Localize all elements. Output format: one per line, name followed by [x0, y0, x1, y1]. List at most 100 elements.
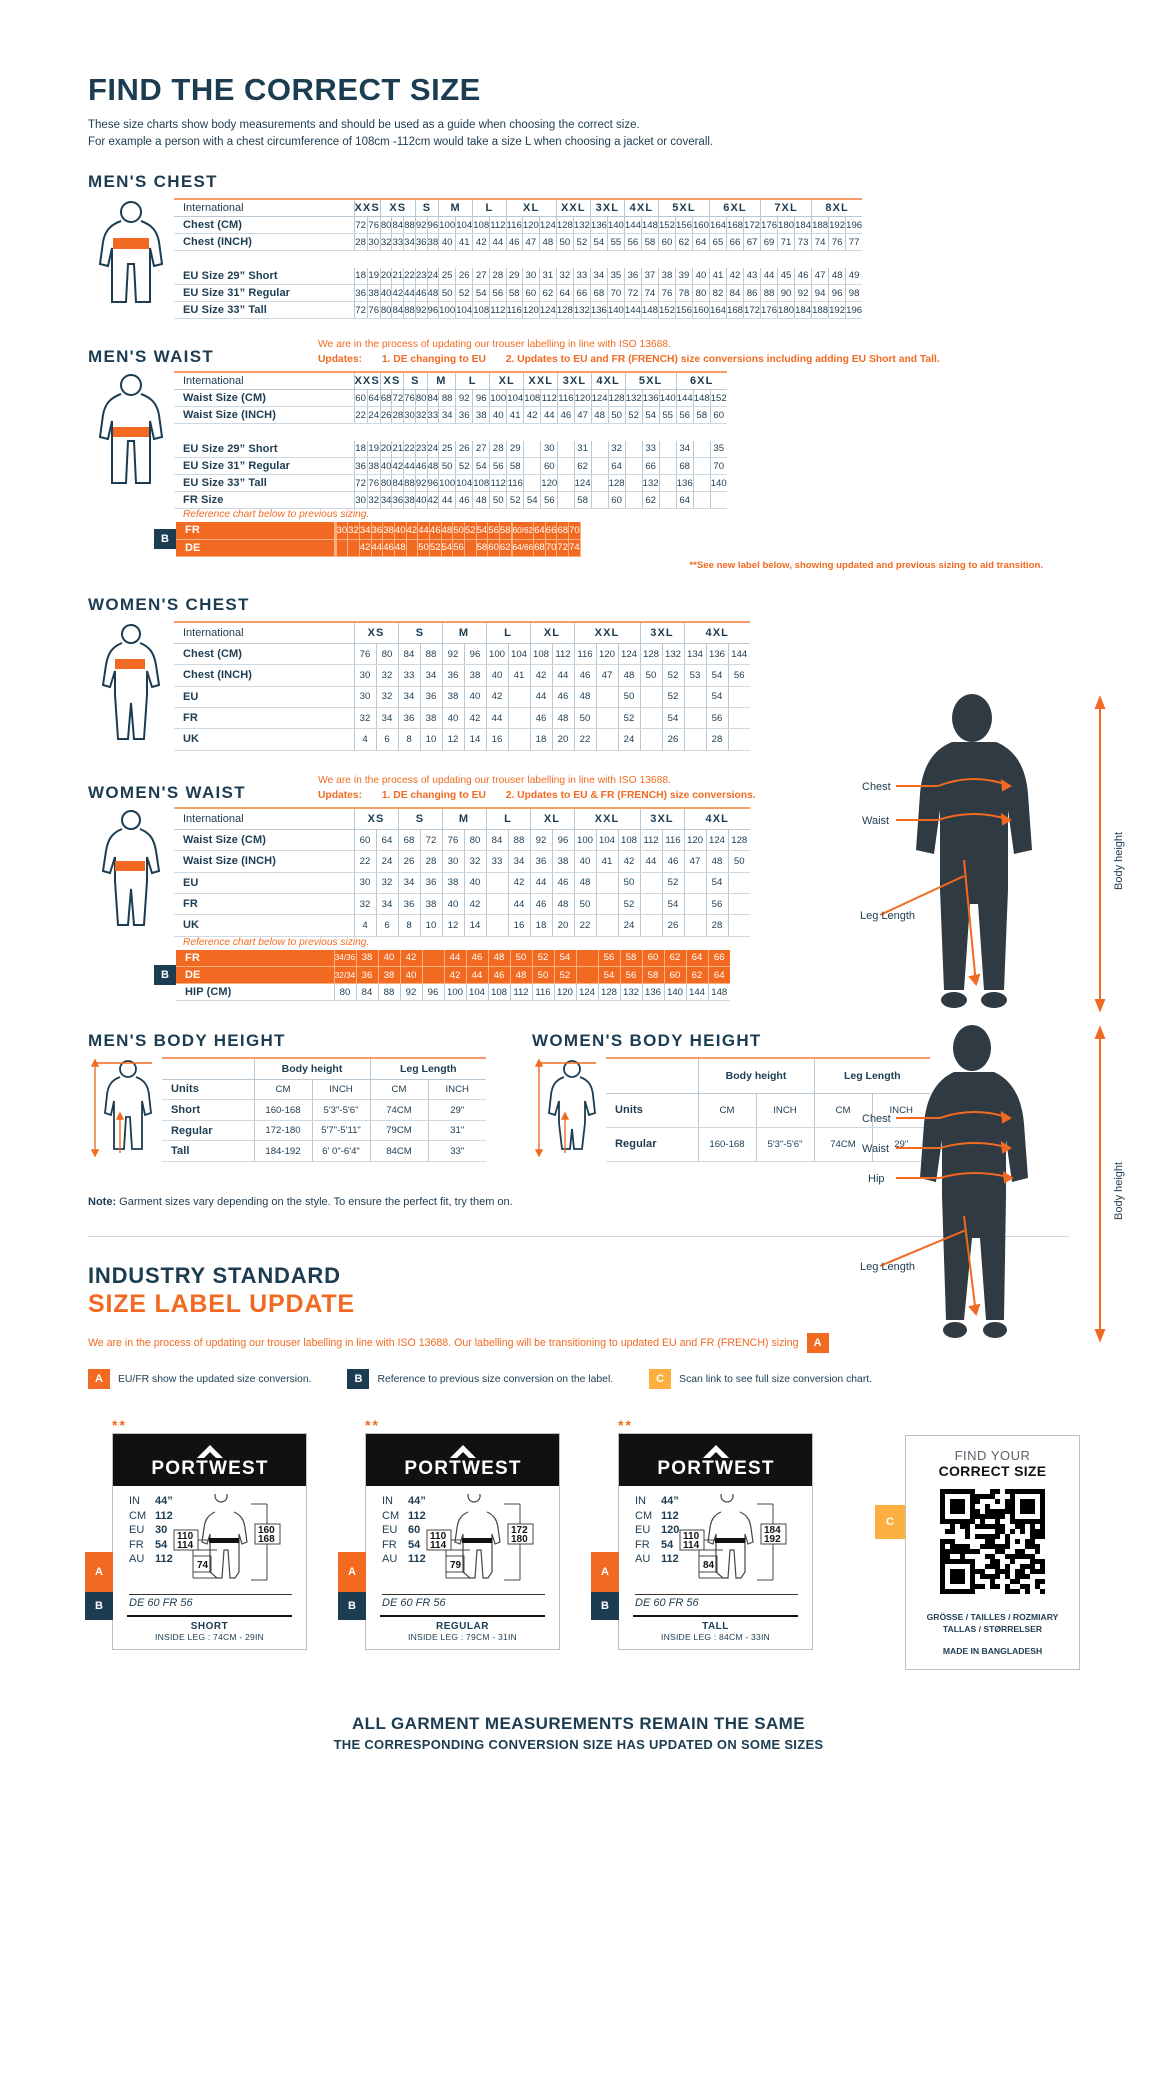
- table-row: EU Size 29” Short 18 19 20 21 22 23 24 25 26 27 28 2…: [174, 440, 727, 458]
- cell: [639, 728, 662, 751]
- cell: 22: [403, 440, 416, 458]
- cell: 46: [414, 284, 427, 302]
- womens-chest-body: Chest (CM) 76 80 84 88 92 96 100 104 108 112 116 120…: [174, 643, 750, 751]
- cell: 54: [440, 539, 453, 557]
- cell: 120: [573, 389, 592, 407]
- waist-box-max: 114: [177, 1540, 194, 1551]
- label-size-row: EU 30: [129, 1523, 173, 1538]
- legend-badge-b: B: [347, 1369, 370, 1389]
- cell: 64: [675, 491, 694, 509]
- label-size-row: AU 112: [635, 1552, 679, 1567]
- cell: 28: [391, 406, 404, 424]
- size-col-m: M: [438, 199, 473, 217]
- cell: 60: [521, 284, 540, 302]
- label-size-row: EU 60: [382, 1523, 426, 1538]
- row-label: Tall: [162, 1140, 254, 1162]
- label-size-key: IN: [382, 1495, 393, 1507]
- cell: [683, 686, 706, 708]
- cell: 184-192: [253, 1140, 312, 1162]
- cell: [421, 949, 444, 967]
- cell: 180: [777, 301, 795, 319]
- cell: 84: [485, 829, 508, 852]
- row-label: EU Size 31” Regular: [174, 284, 354, 302]
- cell: 30: [353, 491, 368, 509]
- cell: 50: [639, 664, 662, 687]
- update-2: 2. Updates to EU & FR (FRENCH) size conv…: [505, 789, 756, 801]
- cell: 25: [438, 440, 456, 458]
- cell: 148: [640, 301, 659, 319]
- row-label: Waist Size (CM): [174, 829, 354, 852]
- portwest-logo-icon: PORTWEST: [657, 1445, 773, 1478]
- cell: 72: [556, 539, 569, 557]
- label-fit: TALL: [702, 1621, 729, 1632]
- group-body-height: Body height: [697, 1058, 814, 1094]
- cell: 34: [403, 233, 416, 251]
- cell: 72: [353, 474, 368, 492]
- label-size-value: 54: [661, 1538, 674, 1551]
- leg-box: 84: [703, 1560, 715, 1571]
- cell: 24: [366, 406, 381, 424]
- svg-text:PORTWEST: PORTWEST: [404, 1458, 521, 1478]
- cell: 92: [414, 301, 427, 319]
- label-waist: Waist: [862, 815, 889, 827]
- cell: 65: [708, 233, 727, 251]
- cell: 33: [485, 850, 508, 873]
- cell: [658, 491, 677, 509]
- cell: [709, 491, 727, 509]
- cell: [683, 707, 706, 730]
- cell: 124: [538, 216, 557, 234]
- cell: 28: [419, 850, 442, 873]
- label-size-row: IN 44”: [382, 1494, 426, 1509]
- cell: 152: [657, 216, 676, 234]
- label-size-value: 112: [661, 1553, 679, 1565]
- cell: 72: [353, 216, 368, 234]
- cell: 38: [419, 893, 442, 916]
- cell: 31: [538, 267, 557, 285]
- label-size-row: FR 54: [635, 1538, 679, 1553]
- table-header-row: International XS S M L XL XXL 3XL 4XL: [174, 807, 750, 830]
- cell: [639, 707, 662, 730]
- label-fit: SHORT: [190, 1621, 229, 1632]
- cell: 71: [777, 233, 795, 251]
- cell: 116: [505, 216, 523, 234]
- cell: 54: [523, 491, 541, 509]
- label-chest: Chest: [862, 1113, 891, 1125]
- row-label: EU Size 29” Short: [174, 440, 354, 458]
- cell: 30: [353, 664, 376, 687]
- cell: 32: [414, 406, 427, 424]
- intro-line-1: These size charts show body measurements…: [88, 119, 640, 131]
- womens-body-height-table: Body height Leg Length Units CM INCH CM …: [606, 1057, 930, 1163]
- cell: 160: [691, 216, 710, 234]
- cell: 44: [540, 406, 558, 424]
- label-size-row: CM 112: [635, 1509, 679, 1524]
- cell: 56: [489, 284, 507, 302]
- cell: 40: [393, 522, 407, 540]
- cell: 62: [573, 457, 592, 475]
- cell: 96: [426, 216, 439, 234]
- cell: 18: [353, 267, 368, 285]
- size-col-l: L: [472, 199, 507, 217]
- cell: [557, 491, 575, 509]
- mens-body-height-title: MEN'S BODY HEIGHT: [88, 1031, 286, 1050]
- label-size-key: CM: [129, 1509, 147, 1522]
- size-col-xl: XL: [489, 372, 524, 390]
- cell: 100: [438, 474, 456, 492]
- cell: 84: [355, 983, 378, 1001]
- qr-langs-2: TALLAS / STØRRELSER: [942, 1624, 1043, 1634]
- cell: 88: [403, 216, 416, 234]
- cell: 120: [540, 474, 558, 492]
- cell: 184: [794, 216, 812, 234]
- industry-title-line2: SIZE LABEL UPDATE: [88, 1290, 355, 1318]
- table-row: EU Size 31” Regular 36 38 40 42 44 46 48 50 52 54 5…: [174, 284, 863, 302]
- size-col-7xl: 7XL: [760, 199, 812, 217]
- female-torso-figure: [88, 621, 174, 751]
- size-col-3xl: 3XL: [639, 621, 684, 644]
- cell: 188: [811, 216, 829, 234]
- cell: 92: [414, 216, 427, 234]
- size-col-m: M: [426, 372, 456, 390]
- cell: 58: [505, 284, 523, 302]
- cell: 46: [557, 406, 575, 424]
- cell: 38: [377, 966, 400, 984]
- cell: 20: [551, 914, 574, 937]
- cell: 148: [692, 389, 711, 407]
